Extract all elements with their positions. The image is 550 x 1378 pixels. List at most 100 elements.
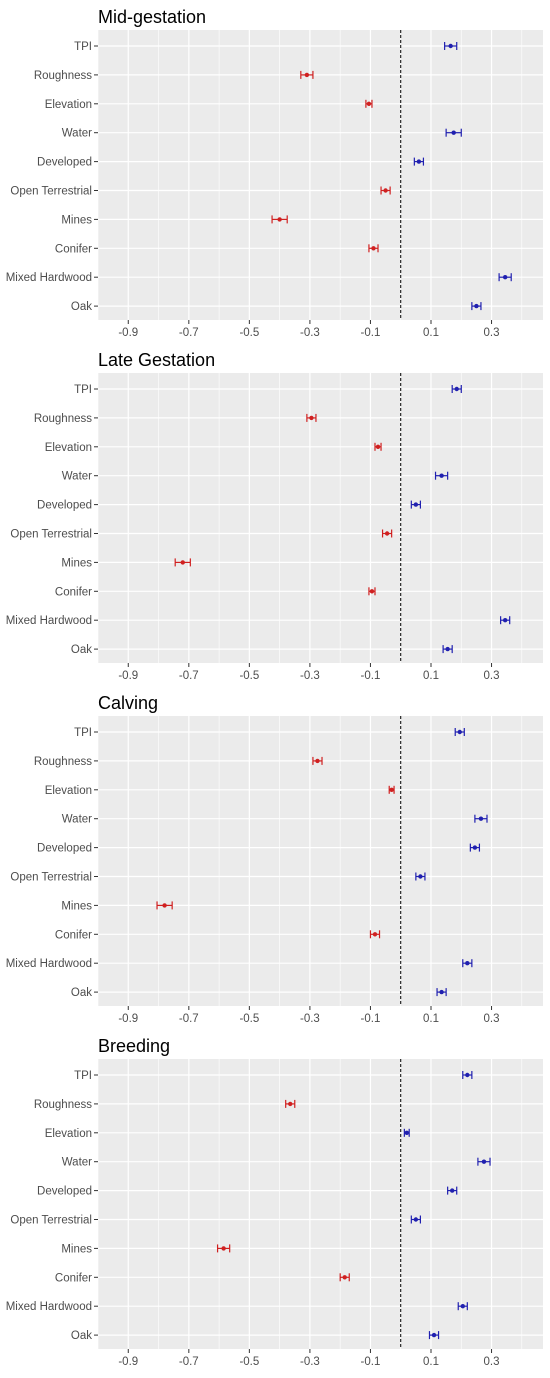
y-tick-label: Water <box>62 471 92 483</box>
error-bar-tpi <box>444 42 458 50</box>
estimate-point <box>162 903 167 908</box>
error-bar-conifer <box>368 587 376 596</box>
y-tick-label: Oak <box>71 644 92 656</box>
x-tick-label: -0.9 <box>118 1013 138 1025</box>
error-bar-elevation <box>365 99 373 108</box>
y-tick-label: Mines <box>61 557 92 569</box>
x-tick-label: 0.1 <box>423 670 439 682</box>
estimate-point <box>457 729 462 735</box>
y-tick-label: TPI <box>74 1070 92 1082</box>
estimate-point <box>383 188 388 193</box>
estimate-point <box>465 1072 470 1078</box>
y-tick-label: Conifer <box>55 929 92 941</box>
estimate-point <box>309 415 314 421</box>
panel-background <box>98 1059 543 1349</box>
y-tick-label: Mixed Hardwood <box>6 272 92 284</box>
error-bar-mixed-hardwood <box>500 616 511 625</box>
error-bar-conifer <box>369 930 381 939</box>
estimate-point <box>315 758 320 764</box>
estimate-point <box>413 1217 419 1222</box>
x-tick-label: -0.1 <box>361 327 381 339</box>
estimate-point <box>371 246 376 251</box>
panel-title: Calving <box>98 693 158 713</box>
estimate-point <box>372 932 378 937</box>
y-tick-label: Open Terrestrial <box>10 186 92 198</box>
estimate-point <box>413 502 419 507</box>
panel-title: Late Gestation <box>98 350 215 370</box>
panel-title: Breeding <box>98 1036 170 1056</box>
error-bar-open-terrestrial <box>415 872 426 881</box>
estimate-point <box>304 72 310 78</box>
y-tick-label: Conifer <box>55 586 92 598</box>
panel-background <box>98 30 543 320</box>
x-tick-label: 0.1 <box>423 1013 439 1025</box>
y-tick-label: Elevation <box>45 99 92 111</box>
estimate-point <box>502 618 508 623</box>
estimate-point <box>288 1101 293 1107</box>
x-tick-label: -0.3 <box>300 1356 320 1368</box>
y-tick-label: Mixed Hardwood <box>6 1301 92 1313</box>
estimate-point <box>474 303 479 309</box>
y-tick-label: Open Terrestrial <box>10 529 92 541</box>
error-bar-mixed-hardwood <box>462 959 473 968</box>
y-tick-label: Water <box>62 1157 92 1169</box>
y-tick-label: Roughness <box>34 70 92 82</box>
x-tick-label: -0.9 <box>118 1356 138 1368</box>
error-bar-roughness <box>285 1099 296 1108</box>
estimate-point <box>389 787 394 792</box>
y-tick-label: Open Terrestrial <box>10 872 92 884</box>
x-tick-label: 0.1 <box>423 1356 439 1368</box>
estimate-point <box>439 473 444 478</box>
y-tick-label: Mixed Hardwood <box>6 958 92 970</box>
y-tick-label: Developed <box>37 157 92 169</box>
error-bar-developed <box>413 157 425 166</box>
forest-panel-4: Breeding TPI Roughness Elevation Water Develo… <box>6 1036 543 1368</box>
forest-panel-2: Late Gestation TPI Roughness Elevation Water… <box>6 350 543 682</box>
x-tick-label: -0.5 <box>239 327 259 339</box>
estimate-point <box>445 646 450 652</box>
estimate-point <box>375 444 381 449</box>
estimate-point <box>404 1130 409 1136</box>
error-bar-roughness <box>300 70 314 79</box>
x-tick-label: -0.1 <box>361 1356 381 1368</box>
estimate-point <box>454 386 459 392</box>
estimate-point <box>180 560 185 565</box>
error-bar-mines <box>156 901 173 910</box>
error-bar-developed <box>447 1186 458 1195</box>
error-bar-conifer <box>368 244 379 253</box>
x-tick-label: 0.3 <box>484 327 500 339</box>
error-bar-tpi <box>462 1071 473 1079</box>
error-bar-elevation <box>388 785 395 794</box>
error-bar-mixed-hardwood <box>498 273 512 282</box>
estimate-point <box>342 1275 347 1280</box>
y-tick-label: Water <box>62 128 92 140</box>
panel-background <box>98 716 543 1006</box>
x-tick-label: -0.7 <box>179 670 199 682</box>
x-tick-label: -0.7 <box>179 1356 199 1368</box>
x-tick-label: -0.5 <box>239 670 259 682</box>
y-tick-label: Mixed Hardwood <box>6 615 92 627</box>
error-bar-elevation <box>403 1128 410 1137</box>
error-bar-oak <box>442 645 453 654</box>
y-tick-label: TPI <box>74 727 92 739</box>
estimate-point <box>478 816 484 821</box>
forest-panel-1: Mid-gestation TPI Roughness Elevation Water D… <box>6 7 543 339</box>
x-tick-label: -0.9 <box>118 327 138 339</box>
x-tick-label: -0.3 <box>300 327 320 339</box>
y-tick-label: Developed <box>37 1186 92 1198</box>
estimate-point <box>418 874 423 879</box>
estimate-point <box>384 531 390 536</box>
error-bar-mines <box>174 558 191 567</box>
estimate-point <box>369 589 375 594</box>
estimate-point <box>460 1304 465 1309</box>
y-tick-label: Mines <box>61 900 92 912</box>
error-bar-conifer <box>339 1273 350 1282</box>
estimate-point <box>465 961 470 966</box>
estimate-point <box>448 43 453 49</box>
estimate-point <box>451 130 456 135</box>
y-tick-label: Roughness <box>34 413 92 425</box>
error-bar-tpi <box>451 385 462 393</box>
estimate-point <box>439 989 444 995</box>
